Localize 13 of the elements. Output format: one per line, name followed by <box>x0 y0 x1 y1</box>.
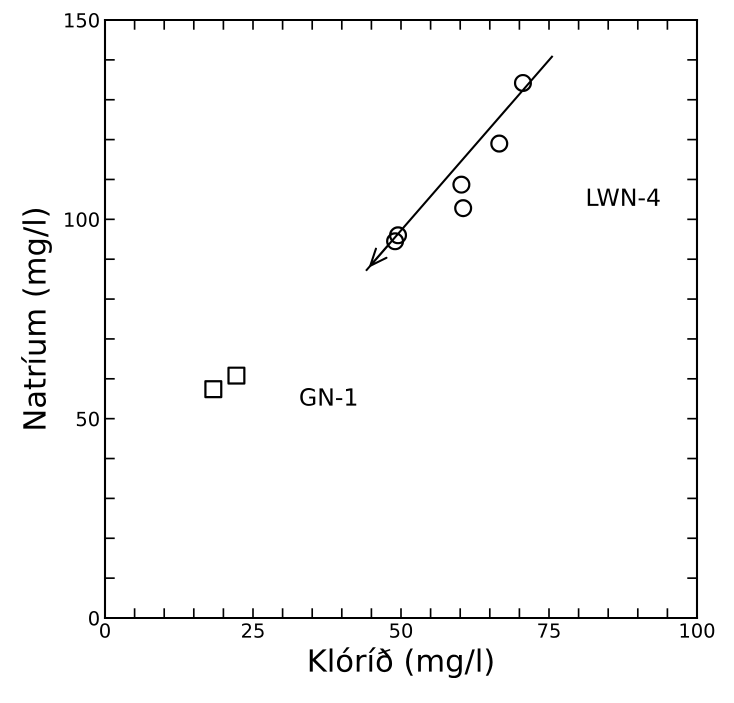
y-tick-label: 0 <box>89 610 99 626</box>
y-tick-label: 100 <box>65 212 99 227</box>
y-tick-label: 50 <box>76 412 99 426</box>
x-tick-label: 100 <box>680 623 714 638</box>
y-tick-label: 150 <box>65 12 99 28</box>
x-tick-label: 0 <box>100 623 110 638</box>
x-axis-title: Klóríð (mg/l) <box>310 647 493 678</box>
text: GN-1 <box>300 388 356 406</box>
x-tick-label: 75 <box>538 623 560 638</box>
y-axis-title: Natríum (mg/l) <box>21 209 52 429</box>
text: LWN-4 <box>588 188 660 206</box>
x-tick-label: 25 <box>242 623 264 638</box>
x-tick-label: 50 <box>390 623 412 638</box>
